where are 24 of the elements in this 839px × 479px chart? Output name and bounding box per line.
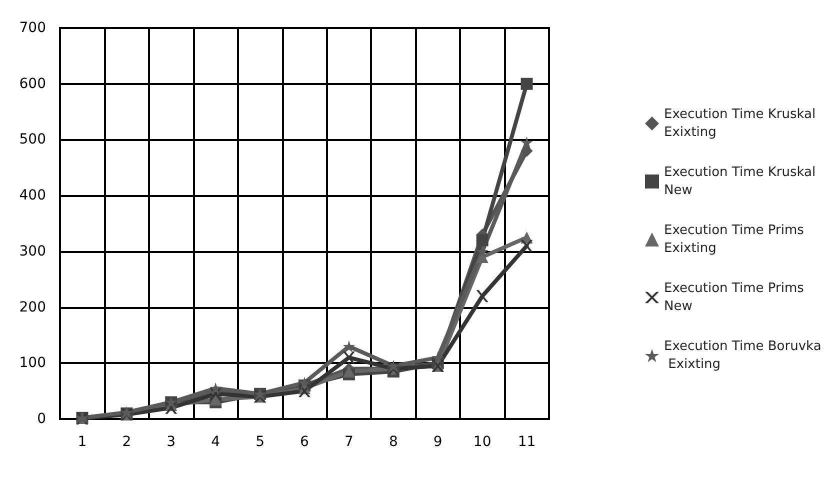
legend-label: Execution Time Boruvka Exixting [664, 339, 822, 372]
y-tick-label: 0 [37, 411, 46, 427]
x-tick-label: 10 [473, 434, 492, 450]
x-tick-label: 4 [211, 434, 220, 450]
legend-label: Execution Time Prims New [664, 281, 808, 314]
x-tick-label: 11 [518, 434, 536, 450]
x-tick-label: 5 [256, 434, 265, 450]
y-tick-label: 100 [19, 355, 46, 372]
x-tick-label: 1 [78, 434, 87, 450]
legend-label: Execution Time Kruskal New [664, 165, 820, 198]
y-tick-label: 500 [19, 132, 46, 148]
y-tick-label: 200 [19, 299, 46, 316]
y-tick-label: 700 [19, 20, 46, 36]
x-tick-label: 6 [300, 434, 310, 450]
legend-label: Execution Time Prims Exixting [664, 223, 808, 256]
legend-label: Execution Time Kruskal Exixting [664, 107, 820, 140]
x-tick-label: 3 [166, 434, 176, 450]
x-tick-label: 9 [433, 434, 442, 450]
x-tick-label: 7 [344, 434, 354, 450]
y-tick-label: 400 [19, 188, 46, 204]
x-tick-label: 8 [388, 434, 398, 450]
x-tick-label: 2 [122, 434, 132, 450]
y-tick-label: 600 [19, 76, 46, 92]
y-tick-label: 300 [19, 243, 46, 260]
